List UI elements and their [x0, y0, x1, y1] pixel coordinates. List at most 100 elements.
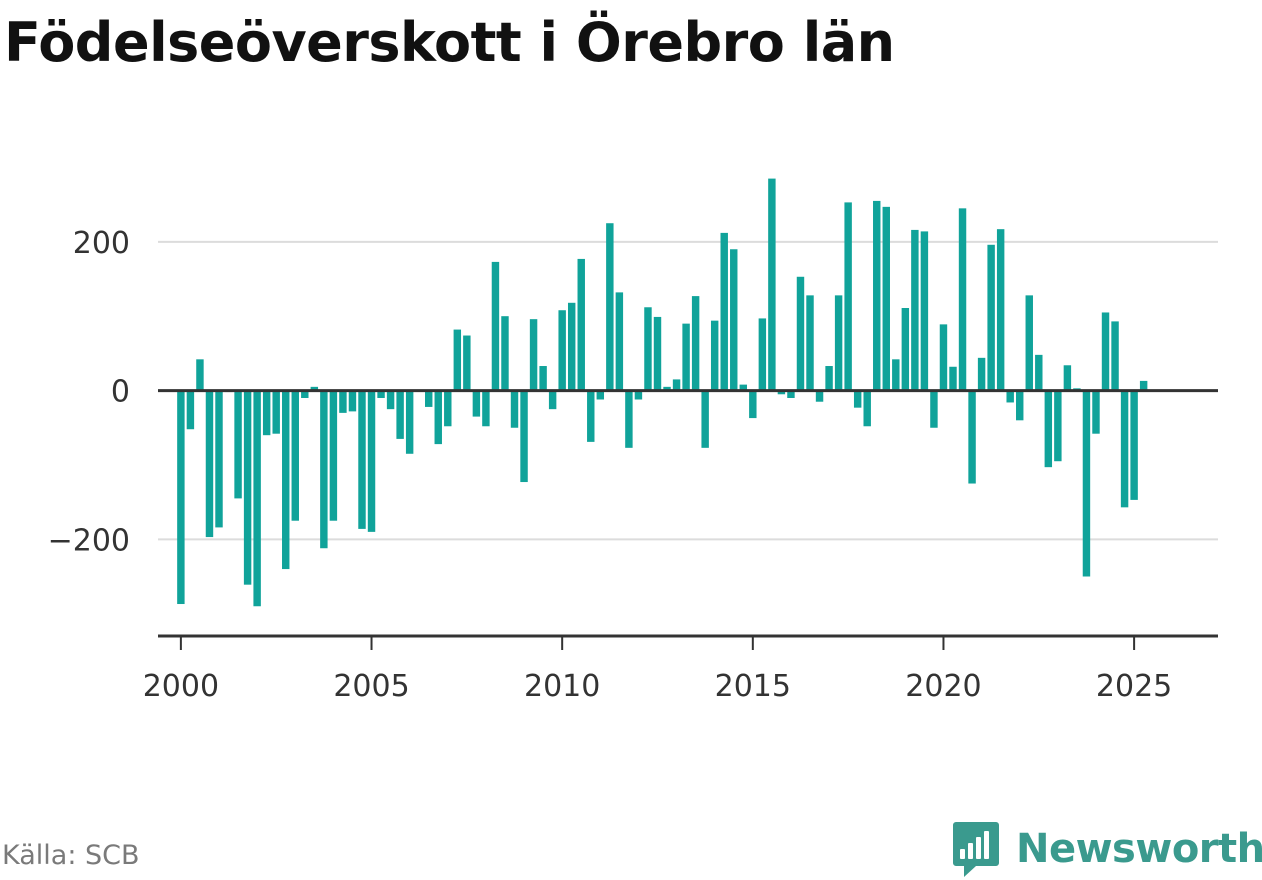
bar [863, 391, 870, 427]
bar [549, 391, 556, 410]
bar [558, 310, 565, 390]
source-note: Källa: SCB [2, 840, 140, 871]
bar [1054, 391, 1061, 462]
y-tick-label: 200 [73, 226, 130, 261]
bar [234, 391, 241, 499]
bar [806, 295, 813, 390]
bar [854, 391, 861, 408]
bar [730, 249, 737, 390]
bar [482, 391, 489, 427]
bar [206, 391, 213, 538]
bar [749, 391, 756, 419]
bar [711, 321, 718, 391]
bar [292, 391, 299, 521]
bar [406, 391, 413, 454]
bar [930, 391, 937, 428]
bar [1045, 391, 1052, 468]
bar [320, 391, 327, 549]
bar [1121, 391, 1128, 508]
bar [892, 359, 899, 390]
bar [244, 391, 251, 585]
bar [282, 391, 289, 570]
bar [568, 303, 575, 391]
bar [911, 230, 918, 391]
x-tick-label: 2005 [333, 669, 409, 704]
bar [368, 391, 375, 532]
bar [492, 262, 499, 391]
bar [444, 391, 451, 427]
bar [1083, 391, 1090, 577]
bar [358, 391, 365, 529]
bar [539, 366, 546, 391]
bar [530, 319, 537, 390]
bar [330, 391, 337, 521]
bar [835, 295, 842, 390]
bar [1026, 295, 1033, 390]
bar [978, 358, 985, 391]
bar [1035, 355, 1042, 391]
bar [606, 223, 613, 390]
y-tick-label: 0 [111, 375, 130, 410]
bar [997, 229, 1004, 390]
x-tick-label: 2010 [524, 669, 600, 704]
bar [196, 359, 203, 390]
bar [177, 391, 184, 604]
bar [987, 245, 994, 391]
bar [272, 391, 279, 434]
brand-name: Newsworthy [1016, 826, 1262, 872]
bar [682, 324, 689, 391]
x-tick-label: 2020 [905, 669, 981, 704]
bar [721, 233, 728, 391]
bar [511, 391, 518, 428]
bar [387, 391, 394, 410]
bar [902, 308, 909, 391]
bar [873, 201, 880, 391]
bar [940, 324, 947, 390]
bar [949, 367, 956, 391]
bar [425, 391, 432, 407]
bar [454, 330, 461, 391]
bar [797, 277, 804, 391]
bar [520, 391, 527, 482]
bar [1092, 391, 1099, 434]
bar [844, 202, 851, 390]
bar [253, 391, 260, 607]
bar [959, 208, 966, 390]
bar [263, 391, 270, 436]
bar [816, 391, 823, 402]
bar [396, 391, 403, 439]
newsworthy-logo-icon [950, 819, 1002, 879]
bar [968, 391, 975, 484]
bar [187, 391, 194, 430]
x-tick-label: 2025 [1096, 669, 1172, 704]
bar [463, 336, 470, 391]
bar [215, 391, 222, 528]
bar [1064, 365, 1071, 390]
bar [1016, 391, 1023, 421]
bar [1130, 391, 1137, 500]
bar [587, 391, 594, 442]
bar [644, 307, 651, 390]
bar [1102, 312, 1109, 390]
y-tick-label: −200 [48, 523, 130, 558]
x-tick-label: 2000 [143, 669, 219, 704]
brand-logo[interactable]: Newsworthy [950, 818, 1262, 880]
bar [616, 292, 623, 390]
bar [701, 391, 708, 448]
bar [759, 318, 766, 390]
bar [1006, 391, 1013, 403]
bar [921, 231, 928, 390]
bar [768, 179, 775, 391]
bar [435, 391, 442, 445]
bar [578, 259, 585, 391]
bar [625, 391, 632, 448]
x-tick-label: 2015 [715, 669, 791, 704]
bar [1111, 321, 1118, 390]
bar [692, 296, 699, 390]
bar [654, 317, 661, 391]
bar [673, 379, 680, 390]
bar [339, 391, 346, 413]
bar [501, 316, 508, 390]
bar [349, 391, 356, 412]
